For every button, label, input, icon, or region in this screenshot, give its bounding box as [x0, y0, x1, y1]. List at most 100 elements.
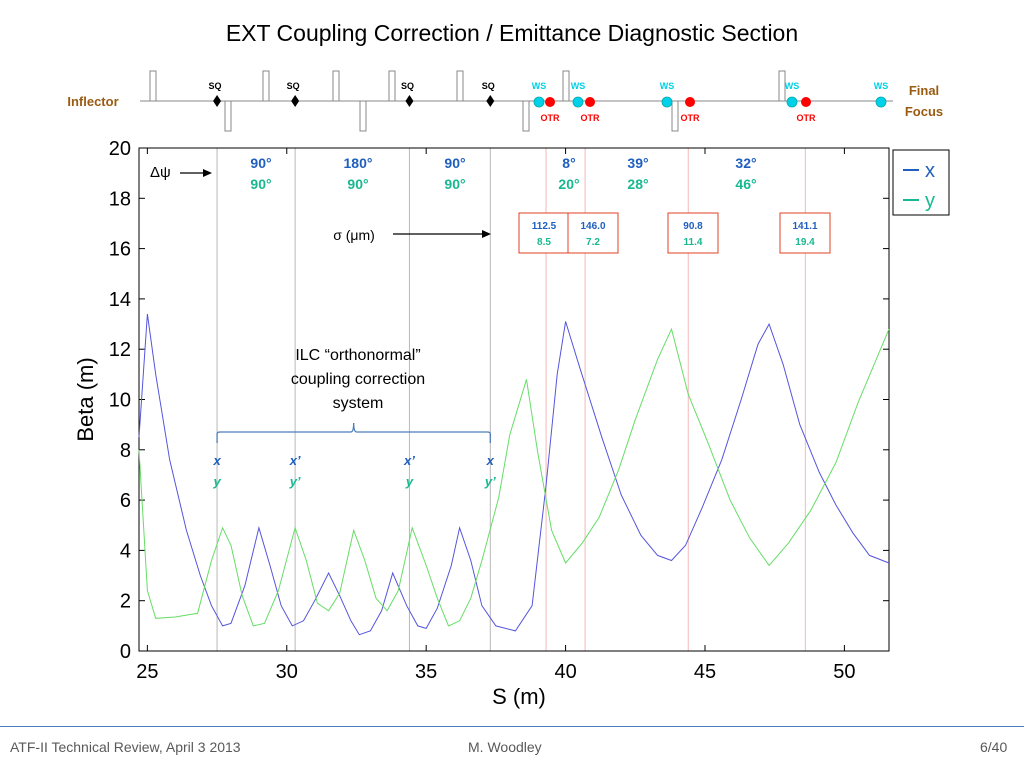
- skew-quad-plane-top: x: [212, 453, 221, 468]
- phase-advance-y: 20°: [558, 176, 579, 192]
- quadrupole-magnet: [562, 70, 570, 102]
- skew-quad-plane-bottom: y: [212, 474, 221, 489]
- beamline-right-label: Focus: [905, 104, 943, 119]
- quadrupole-magnet: [388, 70, 396, 102]
- sigma-arrowhead: [482, 230, 491, 238]
- coupling-system-bracket: [216, 422, 491, 443]
- legend-label-x: x: [925, 160, 935, 182]
- beamline-left-label: Inflector: [67, 94, 118, 109]
- ilc-annotation-text: ILC “orthonormal”: [295, 347, 420, 364]
- y-tick-label: 10: [109, 390, 131, 412]
- series-line-y: [138, 327, 890, 627]
- sq-label: SQ: [482, 81, 495, 91]
- x-tick-label: 35: [415, 661, 437, 683]
- y-tick-label: 14: [109, 289, 131, 311]
- skew-quad-plane-bottom: y’: [289, 474, 301, 489]
- quadrupole-magnet: [224, 100, 232, 132]
- quadrupole-magnet: [262, 70, 270, 102]
- sigma-x-value: 90.8: [683, 221, 703, 232]
- wire-scanner-marker: [572, 96, 584, 108]
- footer-page-number: 6/40: [980, 739, 1008, 755]
- x-tick-label: 25: [136, 661, 158, 683]
- skew-quad-plane-bottom: y: [405, 474, 414, 489]
- phase-advance-y: 28°: [627, 176, 648, 192]
- ws-label: WS: [532, 81, 547, 91]
- footer-author: M. Woodley: [468, 739, 542, 755]
- wire-scanner-marker: [875, 96, 887, 108]
- sq-diamond-marker: [486, 95, 495, 107]
- otr-label: OTR: [581, 113, 600, 123]
- sigma-y-value: 8.5: [537, 237, 551, 248]
- otr-label: OTR: [797, 113, 816, 123]
- y-axis-label: Beta (m): [73, 357, 98, 441]
- sigma-y-value: 19.4: [795, 237, 815, 248]
- phase-advance-x: 8°: [562, 155, 575, 171]
- ilc-annotation-text: coupling correction: [291, 371, 425, 388]
- y-tick-label: 8: [120, 440, 131, 462]
- quadrupole-magnet: [671, 100, 679, 132]
- skew-quad-plane-bottom: y’: [484, 474, 496, 489]
- phase-advance-x: 39°: [627, 155, 648, 171]
- otr-marker: [801, 97, 811, 107]
- y-tick-label: 18: [109, 188, 131, 210]
- y-tick-label: 2: [120, 591, 131, 613]
- quadrupole-magnet: [332, 70, 340, 102]
- sigma-box: [667, 212, 719, 254]
- phase-advance-y: 90°: [250, 176, 271, 192]
- skew-quad-plane-top: x’: [289, 453, 301, 468]
- y-tick-label: 16: [109, 239, 131, 261]
- y-tick-label: 20: [109, 138, 131, 160]
- ws-label: WS: [660, 81, 675, 91]
- wire-scanner-marker: [533, 96, 545, 108]
- footer-event: ATF-II Technical Review, April 3 2013: [10, 739, 241, 755]
- phase-advance-y: 90°: [347, 176, 368, 192]
- y-tick-label: 4: [120, 540, 131, 562]
- phase-advance-x: 180°: [344, 155, 373, 171]
- quadrupole-magnet: [456, 70, 464, 102]
- quadrupole-magnet: [149, 70, 157, 102]
- y-tick-label: 0: [120, 641, 131, 663]
- ws-label: WS: [874, 81, 889, 91]
- sq-diamond-marker: [213, 95, 222, 107]
- otr-label: OTR: [681, 113, 700, 123]
- phase-advance-y: 90°: [444, 176, 465, 192]
- x-tick-label: 45: [694, 661, 716, 683]
- sigma-x-value: 112.5: [532, 221, 557, 232]
- otr-marker: [545, 97, 555, 107]
- y-tick-label: 12: [109, 339, 131, 361]
- ws-label: WS: [785, 81, 800, 91]
- quadrupole-magnet: [778, 70, 786, 102]
- delta-psi-label: Δψ: [150, 164, 171, 181]
- sigma-y-value: 11.4: [684, 237, 703, 248]
- otr-marker: [585, 97, 595, 107]
- otr-label: OTR: [541, 113, 560, 123]
- phase-advance-y: 46°: [735, 176, 756, 192]
- sigma-x-value: 146.0: [580, 221, 605, 232]
- beta-function-chart: Inflector Final Focus SQ SQ SQ SQ WS WS WS WS WS OTR…: [67, 70, 950, 709]
- sq-label: SQ: [287, 81, 300, 91]
- phase-advance-x: 90°: [444, 155, 465, 171]
- wire-scanner-marker: [661, 96, 673, 108]
- ilc-annotation-text: system: [333, 395, 384, 412]
- sq-label: SQ: [209, 81, 222, 91]
- skew-quad-plane-top: x: [486, 453, 495, 468]
- sq-diamond-marker: [291, 95, 300, 107]
- x-tick-label: 50: [833, 661, 855, 683]
- sq-label: SQ: [401, 81, 414, 91]
- legend-label-y: y: [925, 190, 935, 212]
- delta-psi-arrowhead: [203, 169, 212, 177]
- plot-frame: [138, 147, 890, 652]
- skew-quad-plane-top: x’: [403, 453, 415, 468]
- sigma-box: [779, 212, 831, 254]
- x-tick-label: 40: [554, 661, 576, 683]
- sq-diamond-marker: [405, 95, 414, 107]
- x-tick-label: 30: [276, 661, 298, 683]
- quadrupole-magnet: [522, 100, 530, 132]
- slide-title: EXT Coupling Correction / Emittance Diag…: [225, 20, 799, 46]
- legend-box: [892, 149, 950, 216]
- y-tick-label: 6: [120, 490, 131, 512]
- phase-advance-x: 90°: [250, 155, 271, 171]
- wire-scanner-marker: [786, 96, 798, 108]
- footer-divider: [0, 726, 1024, 727]
- x-axis-label: S (m): [492, 684, 546, 709]
